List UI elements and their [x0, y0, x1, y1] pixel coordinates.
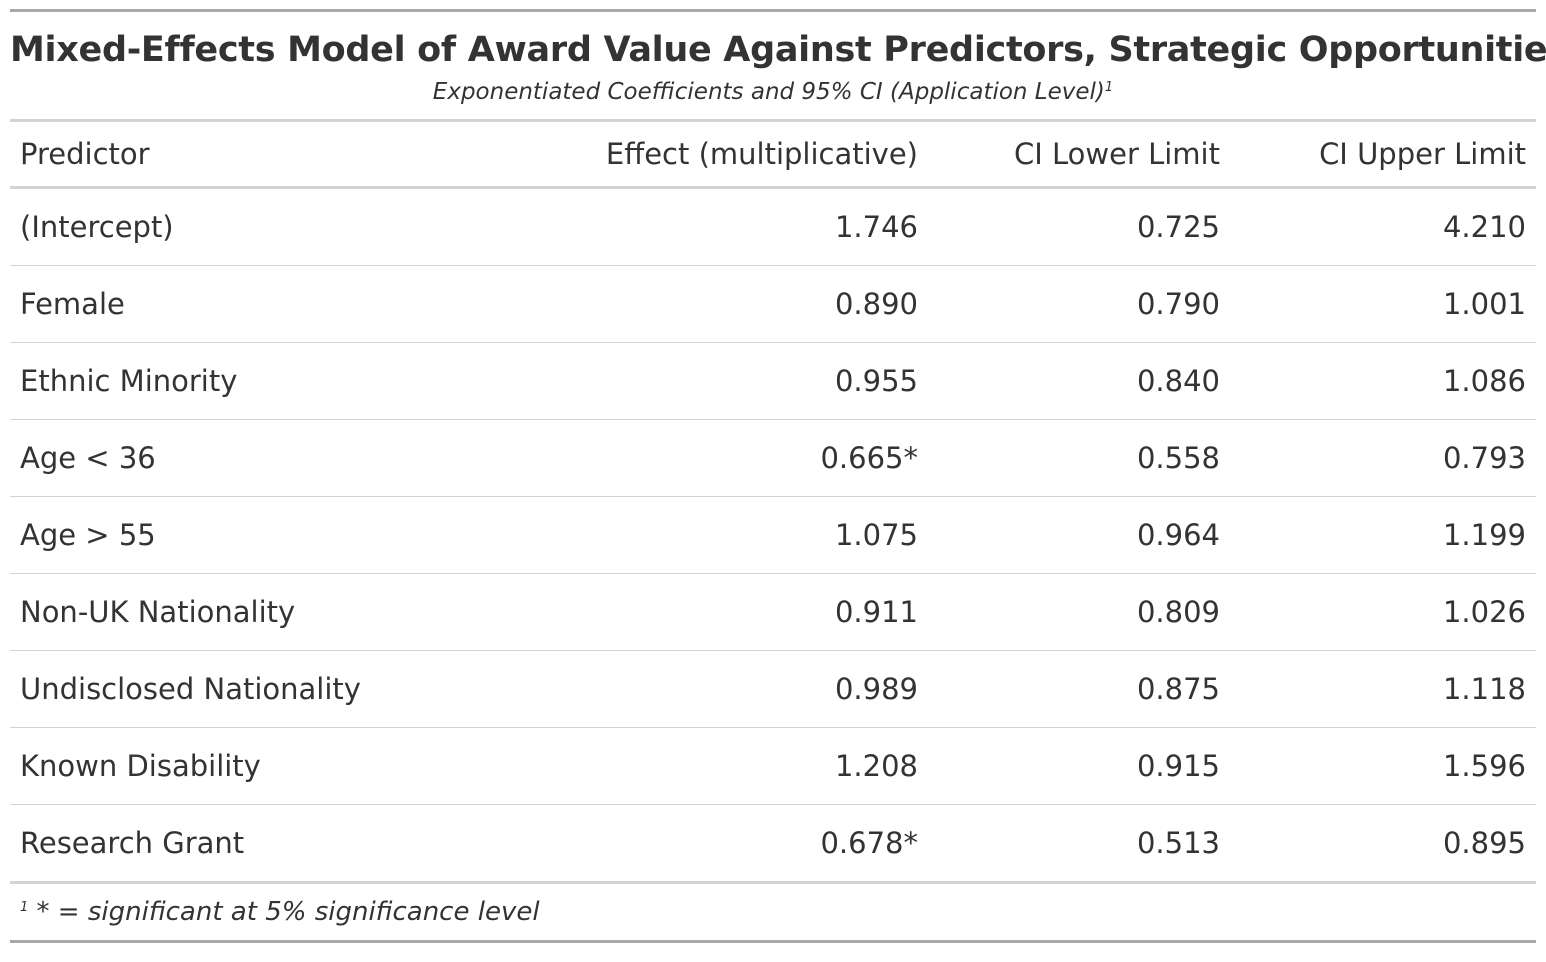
column-header-ci-lower: CI Lower Limit [1013, 137, 1220, 171]
table-row: Ethnic Minority 0.955 0.840 1.086 [10, 342, 1536, 419]
subtitle-text: Exponentiated Coefficients and 95% CI (A… [432, 79, 1105, 105]
table-subtitle: Exponentiated Coefficients and 95% CI (A… [10, 77, 1536, 107]
ci-upper-cell: 1.118 [1442, 672, 1526, 706]
effect-cell: 0.678* [820, 826, 918, 860]
ci-upper-cell: 1.026 [1442, 595, 1526, 629]
ci-lower-cell: 0.964 [1136, 518, 1220, 552]
table-heading: Mixed-Effects Model of Award Value Again… [10, 12, 1546, 122]
table-row: Female 0.890 0.790 1.001 [10, 265, 1536, 342]
effect-cell: 0.665* [820, 441, 918, 475]
ci-lower-cell: 0.915 [1136, 749, 1220, 783]
predictor-cell: Female [20, 287, 125, 321]
predictor-cell: (Intercept) [20, 210, 174, 244]
column-header-row: Predictor Effect (multiplicative) CI Low… [10, 122, 1536, 189]
footnote-text: * = significant at 5% significance level [36, 897, 540, 927]
ci-lower-cell: 0.875 [1136, 672, 1220, 706]
predictor-cell: Age < 36 [20, 441, 156, 475]
effect-cell: 0.989 [834, 672, 918, 706]
column-header-effect: Effect (multiplicative) [605, 137, 918, 171]
table-row: (Intercept) 1.746 0.725 4.210 [10, 189, 1536, 265]
ci-upper-cell: 0.895 [1442, 826, 1526, 860]
ci-lower-cell: 0.558 [1136, 441, 1220, 475]
effect-cell: 1.208 [834, 749, 918, 783]
table-row: Non-UK Nationality 0.911 0.809 1.026 [10, 573, 1536, 650]
ci-lower-cell: 0.725 [1136, 210, 1220, 244]
ci-upper-cell: 4.210 [1442, 210, 1526, 244]
ci-lower-cell: 0.513 [1136, 826, 1220, 860]
table-footnote: 1 * = significant at 5% significance lev… [10, 884, 1536, 940]
effect-cell: 0.890 [834, 287, 918, 321]
table-title: Mixed-Effects Model of Award Value Again… [10, 30, 1546, 70]
footnote-mark: 1 [20, 900, 29, 915]
ci-upper-cell: 1.199 [1442, 518, 1526, 552]
ci-upper-cell: 1.596 [1442, 749, 1526, 783]
predictor-cell: Age > 55 [20, 518, 156, 552]
table-row: Known Disability 1.208 0.915 1.596 [10, 727, 1536, 804]
ci-lower-cell: 0.809 [1136, 595, 1220, 629]
results-table: Mixed-Effects Model of Award Value Again… [10, 9, 1546, 943]
predictor-cell: Known Disability [20, 749, 261, 783]
table-row: Undisclosed Nationality 0.989 0.875 1.11… [10, 650, 1536, 727]
ci-upper-cell: 1.001 [1442, 287, 1526, 321]
predictor-cell: Research Grant [20, 826, 245, 860]
column-header-ci-upper: CI Upper Limit [1319, 137, 1526, 171]
effect-cell: 0.911 [834, 595, 918, 629]
table-row: Research Grant 0.678* 0.513 0.895 [10, 804, 1536, 884]
ci-upper-cell: 0.793 [1442, 441, 1526, 475]
predictor-cell: Undisclosed Nationality [20, 672, 361, 706]
effect-cell: 1.075 [834, 518, 918, 552]
table-row: Age < 36 0.665* 0.558 0.793 [10, 419, 1536, 496]
ci-lower-cell: 0.840 [1136, 364, 1220, 398]
predictor-cell: Ethnic Minority [20, 364, 238, 398]
effect-cell: 0.955 [834, 364, 918, 398]
effect-cell: 1.746 [834, 210, 918, 244]
subtitle-footnote-mark: 1 [1104, 80, 1114, 95]
column-header-predictor: Predictor [20, 137, 150, 171]
table-row: Age > 55 1.075 0.964 1.199 [10, 496, 1536, 573]
predictor-cell: Non-UK Nationality [20, 595, 296, 629]
ci-upper-cell: 1.086 [1442, 364, 1526, 398]
ci-lower-cell: 0.790 [1136, 287, 1220, 321]
